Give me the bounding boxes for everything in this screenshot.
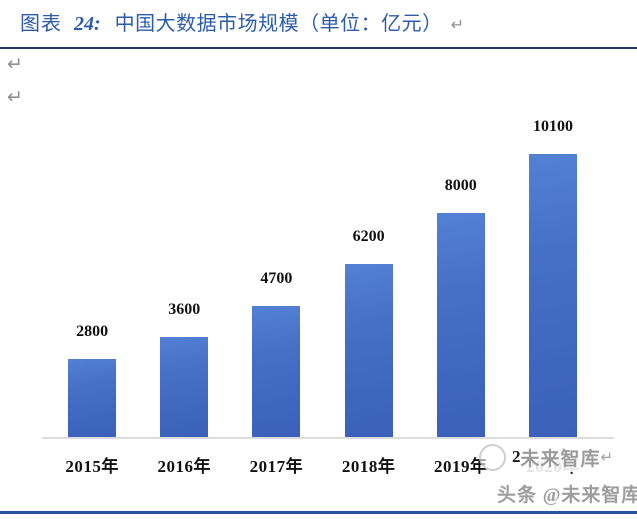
bar xyxy=(160,337,209,438)
chart-title-number: 24: xyxy=(74,13,101,35)
watermark-text-row: 2 未来智库 ↵ xyxy=(510,442,616,472)
bar xyxy=(344,264,393,438)
bar-group-2018年: 6200 xyxy=(323,108,415,438)
paragraph-return-icon: ↵ xyxy=(7,53,23,75)
x-axis-label: 2019年 xyxy=(434,457,488,476)
chart-title-prefix: 图表 xyxy=(20,13,62,35)
paragraph-return-icon: ↵ xyxy=(450,15,465,34)
title-divider-line xyxy=(0,47,637,49)
bar-value-label: 8000 xyxy=(444,177,477,194)
watermark-logo-icon xyxy=(479,443,506,471)
bar xyxy=(68,359,117,438)
x-axis-line xyxy=(42,437,614,439)
bar-group-2020年: 10100 xyxy=(507,108,599,438)
bar-group-2015年: 2800 xyxy=(46,108,138,438)
page-bottom-line xyxy=(0,511,637,514)
toutiao-watermark: 头条 @未来智库 xyxy=(497,485,637,506)
x-axis-label: 2016年 xyxy=(157,457,211,476)
bar-group-2019年: 8000 xyxy=(415,108,507,438)
bar-value-label: 3600 xyxy=(168,301,201,318)
paragraph-return-icon: ↵ xyxy=(7,86,23,108)
chart-title: 图表 24: 中国大数据市场规模（单位：亿元） ↵ xyxy=(20,7,464,36)
chart-title-text: 中国大数据市场规模（单位：亿元） xyxy=(114,13,443,35)
watermark-text: 未来智库 xyxy=(520,448,601,470)
bar-value-label: 6200 xyxy=(352,228,385,245)
bar-group-2017年: 4700 xyxy=(230,108,322,438)
bar xyxy=(252,306,301,438)
paragraph-return-icon: ↵ xyxy=(600,448,614,466)
x-axis-label: 2015年 xyxy=(65,457,119,476)
x-axis-label: 2017年 xyxy=(249,457,304,476)
bar-value-label: 10100 xyxy=(532,118,573,135)
watermark-overlay: 2 未来智库 ↵ xyxy=(479,439,616,475)
bar-group-2016年: 3600 xyxy=(138,108,230,438)
bar xyxy=(436,213,485,438)
bar-value-label: 2800 xyxy=(76,323,109,340)
obscured-year-fragment: 2 xyxy=(512,447,521,466)
x-axis-label: 2018年 xyxy=(341,457,396,476)
bar-value-label: 4700 xyxy=(260,270,293,287)
bar xyxy=(528,154,577,438)
bar-chart-plot-area: 2800 3600 4700 6200 8000 10100 xyxy=(46,108,599,438)
